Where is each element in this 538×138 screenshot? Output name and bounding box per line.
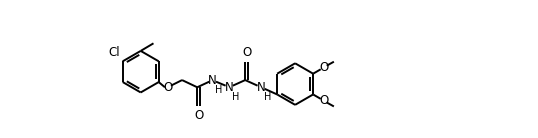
Text: Cl: Cl xyxy=(108,46,120,59)
Text: H: H xyxy=(264,92,271,102)
Text: O: O xyxy=(319,61,328,74)
Text: N: N xyxy=(225,81,233,94)
Text: N: N xyxy=(257,81,266,94)
Text: O: O xyxy=(242,46,251,59)
Text: H: H xyxy=(215,85,222,95)
Text: O: O xyxy=(194,109,203,122)
Text: H: H xyxy=(231,92,239,102)
Text: O: O xyxy=(163,81,172,94)
Text: N: N xyxy=(208,74,217,87)
Text: O: O xyxy=(319,94,328,107)
